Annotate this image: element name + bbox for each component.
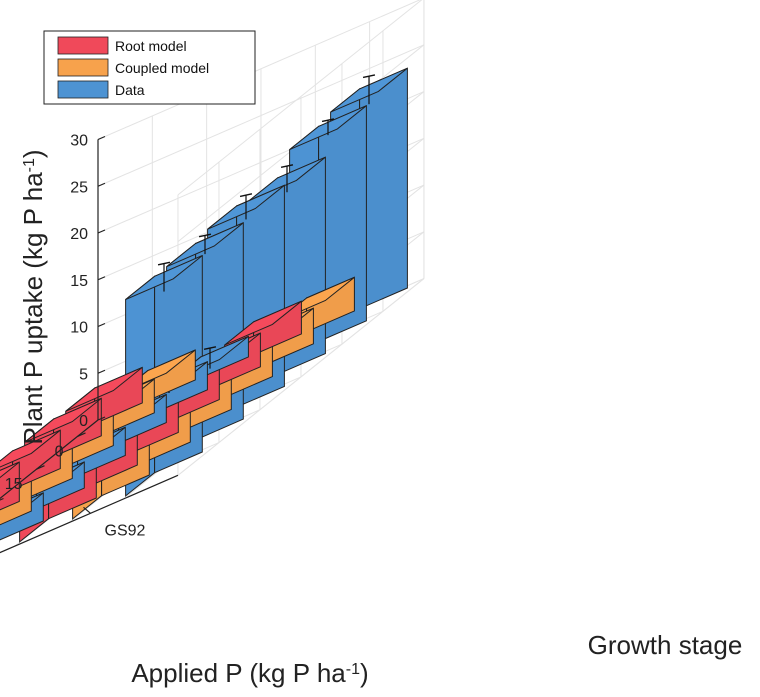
x-tick-label: 15 [5, 476, 23, 493]
y-tick-mark [83, 506, 91, 514]
y-axis-line [0, 474, 179, 554]
z-axis-title-main: Plant P uptake (kg P ha [18, 172, 48, 445]
error-bar-cap [321, 118, 335, 123]
bar-root-model-gs39-60 [0, 461, 20, 511]
z-tick-mark [97, 182, 106, 187]
z-tick-label: 15 [70, 273, 88, 290]
x-tick-mark [36, 465, 45, 470]
bar-top-face [0, 461, 20, 479]
z-tick-label: 0 [79, 413, 88, 430]
bar-top-face [24, 397, 102, 443]
y-tick-label: GS92 [105, 522, 146, 539]
z-tick-mark [97, 135, 106, 141]
bar-top-face [0, 429, 61, 468]
x-axis-title-sup: -1 [346, 661, 360, 678]
legend-swatch-coupled-model [57, 58, 109, 77]
legend-label-coupled-model: Coupled model [115, 60, 209, 76]
z-tick-label: 20 [70, 226, 88, 243]
bars-layer [0, 67, 408, 543]
x-axis-title: Applied P (kg P ha-1) [131, 658, 368, 688]
z-axis-title-end: ) [18, 149, 48, 158]
error-bar-cap [239, 193, 253, 198]
y-axis-title: Growth stage [588, 630, 743, 660]
z-tick-mark [97, 369, 106, 374]
z-tick-mark [97, 322, 106, 328]
x-tick-label: 0 [55, 443, 64, 460]
z-axis-title: Plant P uptake (kg P ha-1) [18, 149, 48, 444]
x-tick-mark [77, 432, 86, 437]
z-axis-title-sup: -1 [21, 158, 38, 172]
x-axis-title-main: Applied P (kg P ha [131, 658, 346, 688]
z-tick-label: 5 [79, 366, 88, 383]
x-axis-line [0, 419, 99, 500]
floor-gridline [177, 278, 425, 476]
z-tick-mark [97, 276, 106, 281]
error-bar-cap [198, 233, 212, 238]
legend-label-data: Data [115, 82, 145, 98]
error-bar-cap [280, 164, 294, 169]
error-bar-cap [362, 74, 376, 79]
z-tick-label: 25 [70, 179, 88, 196]
z-tick-mark [97, 229, 106, 234]
x-axis-title-end: ) [360, 658, 369, 688]
error-bar-cap [203, 346, 217, 350]
legend: Root model Coupled model Data [43, 30, 256, 105]
bar-top-face [224, 300, 302, 346]
z-tick-label: 30 [70, 133, 88, 150]
axes-layer: 051015202530015306090120GS39GS92 [0, 133, 179, 554]
error-bar-cap [157, 261, 171, 266]
legend-swatch-data [57, 80, 109, 99]
z-tick-mark [97, 416, 106, 421]
bar-top-face [65, 366, 143, 412]
legend-swatch-root-model [57, 36, 109, 55]
legend-label-root-model: Root model [115, 38, 187, 54]
x-tick-mark [0, 497, 4, 501]
z-tick-label: 10 [70, 320, 88, 337]
